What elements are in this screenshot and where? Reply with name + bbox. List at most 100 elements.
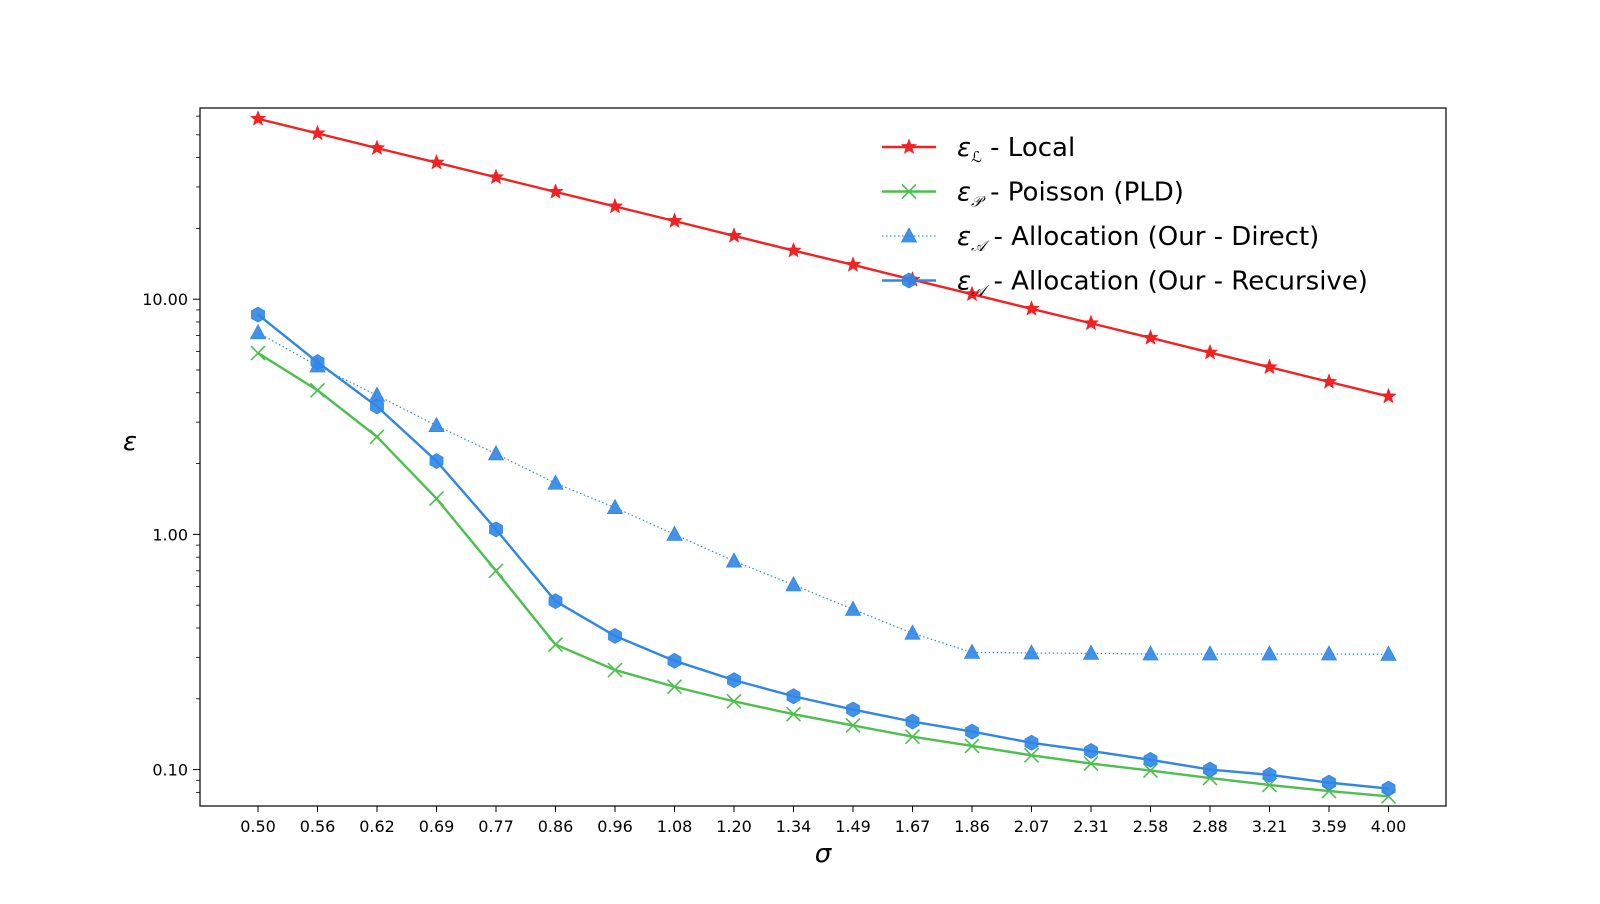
data-point xyxy=(844,600,862,616)
y-axis: 10.00 1.00 0.10 xyxy=(142,115,200,793)
marker-stroke xyxy=(901,183,917,200)
legend-marker xyxy=(900,138,918,155)
legend: εℒ - Local ε𝒫 - Poisson (PLD) ε𝒜 - Allocat… xyxy=(882,133,1368,300)
data-point xyxy=(1201,645,1219,661)
data-point xyxy=(1261,645,1278,661)
data-point xyxy=(487,168,505,185)
marker-stroke xyxy=(904,729,921,745)
legend-symbol: ε xyxy=(957,267,971,297)
data-point xyxy=(1083,756,1099,772)
data-point xyxy=(1023,644,1040,660)
data-point xyxy=(1261,358,1278,375)
legend-label: ε𝒫 - Poisson (PLD) xyxy=(957,178,1184,211)
series-local xyxy=(249,110,1397,404)
marker-stroke xyxy=(547,637,564,653)
data-point xyxy=(1143,751,1158,768)
data-point xyxy=(429,453,444,470)
data-point xyxy=(428,153,445,170)
x-tick-label: 2.58 xyxy=(1133,817,1169,836)
series-layer xyxy=(249,110,1397,804)
x-tick-label: 2.31 xyxy=(1073,817,1109,836)
legend-label: ε𝒜 - Allocation (Our - Recursive) xyxy=(957,267,1368,300)
x-axis-label: σ xyxy=(815,839,833,869)
data-point xyxy=(310,354,325,371)
marker-stroke xyxy=(964,738,980,754)
legend-item: ε𝒫 - Poisson (PLD) xyxy=(882,178,1184,211)
data-point xyxy=(607,662,623,678)
marker-stroke xyxy=(1023,747,1040,763)
data-point xyxy=(1381,780,1396,797)
data-point xyxy=(606,498,624,514)
data-point xyxy=(1023,747,1040,763)
y-tick-label: 1.00 xyxy=(152,525,188,544)
legend-text: - Allocation (Our - Direct) xyxy=(985,222,1319,252)
x-tick-label: 0.86 xyxy=(538,817,574,836)
data-point xyxy=(488,563,504,579)
x-tick-label: 0.96 xyxy=(597,817,633,836)
data-point xyxy=(309,124,326,141)
data-point xyxy=(785,576,802,592)
series-line xyxy=(257,332,1389,655)
data-point xyxy=(251,306,265,323)
data-point xyxy=(250,345,266,361)
data-point xyxy=(1261,777,1278,793)
data-point xyxy=(370,398,384,415)
data-point xyxy=(845,717,861,734)
data-point xyxy=(785,241,802,258)
x-tick-label: 2.88 xyxy=(1192,817,1228,836)
data-point xyxy=(487,444,505,461)
legend-marker xyxy=(901,183,917,200)
x-axis: 0.50 0.56 0.62 0.69 0.77 0.86 0.96 1.08 1.20 1.34… xyxy=(240,806,1406,836)
data-point xyxy=(786,688,801,705)
y-tick-label: 0.10 xyxy=(152,761,188,780)
marker-stroke xyxy=(1142,763,1159,779)
legend-symbol: ε xyxy=(957,222,971,252)
series-allocation-our-direct xyxy=(249,323,1397,661)
data-point xyxy=(1320,373,1338,389)
marker-stroke xyxy=(488,563,504,579)
y-tick-label: 10.00 xyxy=(142,290,188,309)
data-point xyxy=(1084,742,1098,759)
data-point xyxy=(785,706,802,722)
legend-symbol: ε xyxy=(957,178,971,208)
data-point xyxy=(964,738,980,754)
legend-label: ε𝒜 - Allocation (Our - Direct) xyxy=(957,222,1319,255)
legend-item: εℒ - Local xyxy=(882,133,1075,166)
data-point xyxy=(666,679,683,695)
data-point xyxy=(1023,300,1040,316)
x-tick-label: 3.21 xyxy=(1252,817,1288,836)
data-point xyxy=(844,256,862,272)
x-tick-label: 0.56 xyxy=(300,817,336,836)
x-tick-label: 1.86 xyxy=(954,817,990,836)
marker-stroke xyxy=(666,679,683,695)
data-point xyxy=(667,652,682,669)
data-point xyxy=(489,521,503,538)
marker-stroke xyxy=(1261,777,1278,793)
data-point xyxy=(905,713,920,730)
data-point xyxy=(547,183,564,199)
marker-stroke xyxy=(428,490,445,507)
x-tick-label: 0.69 xyxy=(419,817,455,836)
marker-stroke xyxy=(1083,756,1099,772)
data-point xyxy=(428,416,445,433)
x-tick-label: 1.49 xyxy=(835,817,871,836)
data-point xyxy=(547,474,564,490)
series-line xyxy=(257,352,1389,798)
data-point xyxy=(963,643,981,659)
x-tick-label: 4.00 xyxy=(1371,817,1407,836)
x-tick-label: 1.67 xyxy=(895,817,931,836)
data-point xyxy=(368,139,386,156)
data-point xyxy=(963,285,981,302)
data-point xyxy=(606,197,624,214)
data-point xyxy=(666,212,683,229)
data-point xyxy=(249,323,267,340)
legend-item: ε𝒜 - Allocation (Our - Direct) xyxy=(882,222,1319,255)
legend-label: εℒ - Local xyxy=(957,133,1075,166)
x-tick-label: 0.50 xyxy=(240,817,276,836)
data-point xyxy=(1201,343,1219,360)
marker-stroke xyxy=(250,345,266,361)
data-point xyxy=(309,382,326,398)
legend-symbol: ε xyxy=(957,133,971,163)
legend-marker xyxy=(902,272,916,289)
